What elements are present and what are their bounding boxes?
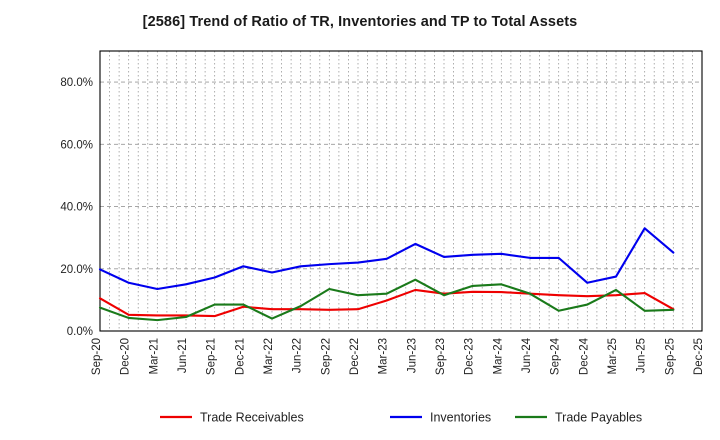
chart-title: [2586] Trend of Ratio of TR, Inventories… (142, 14, 578, 30)
x-axis-tick-label: Mar-24 (492, 337, 504, 374)
y-axis-tick-label: 40.0% (60, 202, 93, 214)
x-axis-tick-labels: Sep-20 Dec-20 Mar-21 Jun-21 Sep-21 Dec-21 Mar-… (91, 337, 705, 375)
plot-frame (99, 50, 703, 332)
data-series-group (98, 227, 675, 322)
legend-label-inventories: Inventories (430, 411, 491, 425)
legend-label-trade-payables: Trade Payables (555, 411, 642, 425)
y-axis-tick-labels: 0.0% 20.0% 40.0% 60.0% 80.0% (60, 77, 93, 338)
x-axis-tick-label: Sep-23 (435, 338, 447, 375)
x-axis-tick-label: Sep-25 (664, 338, 676, 375)
chart-legend: Trade Receivables Inventories Trade Payabl… (160, 411, 642, 425)
grid-major-horizontal (100, 81, 702, 270)
y-axis-tick-label: 20.0% (60, 264, 93, 276)
x-axis-tick-label: Sep-24 (550, 337, 562, 375)
grid-minor-vertical (99, 51, 703, 331)
y-axis-tick-label: 60.0% (60, 139, 93, 151)
x-axis-tick-label: Dec-20 (120, 338, 132, 375)
x-axis-tick-label: Mar-23 (378, 338, 390, 374)
x-axis-tick-label: Jun-22 (292, 338, 304, 373)
x-axis-tick-label: Jun-21 (177, 338, 189, 373)
x-axis-tick-label: Dec-21 (234, 338, 246, 375)
x-axis-tick-label: Mar-21 (148, 338, 160, 374)
x-axis-tick-label: Mar-22 (263, 338, 275, 374)
series-line-trade-payables (98, 278, 675, 322)
x-axis-tick-label: Mar-25 (607, 338, 619, 374)
series-line-trade-receivables (98, 288, 675, 318)
x-axis-tick-label: Sep-20 (91, 338, 103, 375)
x-axis-tick-label: Jun-25 (636, 338, 648, 373)
legend-label-trade-receivables: Trade Receivables (200, 411, 304, 425)
x-axis-tick-label: Sep-22 (320, 338, 332, 375)
y-axis-tick-label: 80.0% (60, 77, 93, 89)
x-axis-tick-label: Dec-24 (578, 337, 590, 375)
x-axis-tick-label: Sep-21 (206, 338, 218, 375)
y-axis-tick-label: 0.0% (67, 326, 93, 338)
x-axis-tick-label: Jun-23 (406, 338, 418, 373)
x-axis-tick-label: Jun-24 (521, 337, 533, 373)
x-axis-tick-label: Dec-22 (349, 338, 361, 375)
series-line-inventories (98, 227, 675, 291)
x-axis-tick-label: Dec-25 (693, 338, 705, 375)
x-axis-tick-label: Dec-23 (464, 338, 476, 375)
